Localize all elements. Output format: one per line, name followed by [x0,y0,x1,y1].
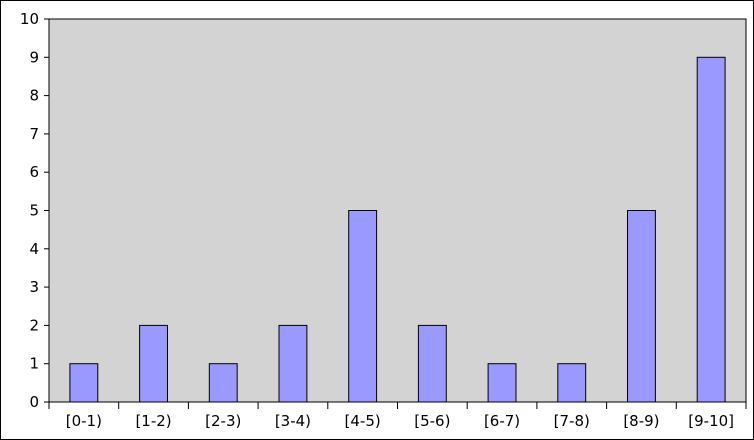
bar-6 [417,324,447,403]
x-tick-label: [4-5) [345,412,381,430]
y-tick-label: 0 [29,393,39,411]
bar-2 [139,324,168,403]
x-tick-label: [3-4) [275,412,311,430]
x-axis: [0-1) [1-2) [2-3) [3-4) [4-5) [5-6) [6-7) [7-8)… [48,401,747,430]
y-tick-label: 7 [29,125,39,143]
y-tick-label: 9 [29,48,39,66]
x-tick-label: [1-2) [135,412,171,430]
x-tick-label: [2-3) [205,412,241,430]
y-tick-label: 10 [20,10,39,28]
x-tick-label: [5-6) [414,412,450,430]
y-tick-label: 3 [29,278,39,296]
x-tick-label: [9-10] [688,412,734,430]
y-tick-label: 5 [29,202,39,220]
x-tick-label: [8-9) [623,412,659,430]
y-tick-label: 2 [29,316,39,334]
y-tick-label: 8 [29,87,39,105]
bar-9 [627,210,656,403]
bar-8 [557,363,587,403]
bar-3 [208,363,238,403]
bars [69,56,726,403]
x-tick-label: [7-8) [554,412,590,430]
y-axis: 0 1 2 3 4 5 6 7 8 9 10 [20,10,50,411]
bar-1 [69,363,99,403]
bar-4 [278,324,308,403]
y-tick-label: 4 [29,240,39,258]
bar-5 [348,210,378,403]
x-tick-label: [0-1) [66,412,102,430]
bar-7 [487,363,517,403]
y-tick-label: 1 [29,355,39,373]
y-tick-label: 6 [29,163,39,181]
bar-10 [696,56,726,403]
x-tick-label: [6-7) [484,412,520,430]
